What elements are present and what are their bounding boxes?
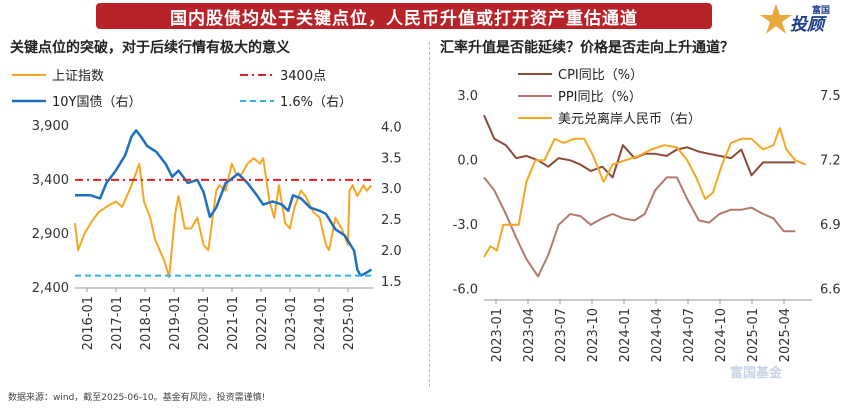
x-tick-label: 2024-10 <box>714 308 729 362</box>
series-line-2 <box>483 127 806 258</box>
series-line-1 <box>75 129 373 277</box>
x-tick-label: 2019-01 <box>168 296 183 350</box>
logo-text: 投顾 <box>790 15 824 35</box>
y-right-tick-label: 2.0 <box>381 244 402 259</box>
x-tick-label: 2024-07 <box>682 308 697 362</box>
left-chart-title: 关键点位的突破，对于后续行情有极大的意义 <box>10 40 290 56</box>
footer-note: 数据来源：wind，截至2025-06-10。基金有风险，投资需谨慎! <box>8 393 266 403</box>
legend-label: 1.6%（右） <box>280 95 352 110</box>
x-tick-label: 2023-10 <box>586 308 601 362</box>
x-tick-label: 2016-01 <box>81 296 96 350</box>
y-right-tick-label: 7.2 <box>820 153 841 168</box>
panel-divider <box>429 42 430 387</box>
legend-label: 3400点 <box>280 69 326 84</box>
y-right-tick-label: 6.6 <box>820 282 841 297</box>
x-tick-label: 2020-01 <box>197 296 212 350</box>
x-tick-label: 2023-01 <box>490 308 505 362</box>
y-right-tick-label: 2.5 <box>381 213 402 228</box>
x-tick-label: 2024-04 <box>650 308 665 362</box>
x-tick-label: 2025-01 <box>746 308 761 362</box>
x-tick-label: 2023-04 <box>522 308 537 362</box>
y-right-tick-label: 3.5 <box>381 151 402 166</box>
x-tick-label: 2023-01 <box>284 296 299 350</box>
x-tick-label: 2024-01 <box>618 308 633 362</box>
legend-label: 美元兑离岸人民币（右） <box>558 111 701 127</box>
y-left-tick-label: 0.0 <box>457 153 478 168</box>
x-tick-label: 2021-01 <box>226 296 241 350</box>
x-tick-label: 2024-01 <box>313 296 328 350</box>
y-right-tick-label: 6.9 <box>820 218 841 233</box>
x-tick-label: 2025-01 <box>342 296 357 350</box>
y-left-tick-label: 2,900 <box>32 227 69 242</box>
y-left-tick-label: 3.0 <box>457 89 478 104</box>
y-left-tick-label: 2,400 <box>32 281 69 296</box>
legend-label: 10Y国债（右） <box>52 95 141 110</box>
legend-label: PPI同比（%） <box>558 90 642 105</box>
watermark: 富国基金 <box>730 366 783 381</box>
y-right-tick-label: 4.0 <box>381 120 402 135</box>
logo-small-text: 富国 <box>812 6 831 16</box>
y-right-tick-label: 3.0 <box>381 182 402 197</box>
x-tick-label: 2018-01 <box>139 296 154 350</box>
banner-title: 国内股债均处于关键点位，人民币升值或打开资产重估通道 <box>96 3 712 29</box>
y-left-tick-label: 3,400 <box>32 173 69 188</box>
x-tick-label: 2017-01 <box>110 296 125 350</box>
series-line-0 <box>74 157 373 279</box>
x-tick-label: 2025-04 <box>778 308 793 362</box>
x-tick-label: 2022-01 <box>255 296 270 350</box>
y-right-tick-label: 1.5 <box>381 275 402 290</box>
legend-label: 上证指数 <box>52 69 104 84</box>
logo-star-icon <box>760 4 792 34</box>
y-left-tick-label: -6.0 <box>453 282 478 297</box>
y-left-tick-label: -3.0 <box>453 218 478 233</box>
y-right-tick-label: 7.5 <box>820 89 841 104</box>
x-tick-label: 2023-07 <box>554 308 569 362</box>
y-left-tick-label: 3,900 <box>32 119 69 134</box>
series-line-1 <box>483 176 796 278</box>
legend-label: CPI同比（%） <box>558 68 643 83</box>
right-chart-title: 汇率升值是否能延续？价格是否走向上升通道？ <box>440 40 734 56</box>
